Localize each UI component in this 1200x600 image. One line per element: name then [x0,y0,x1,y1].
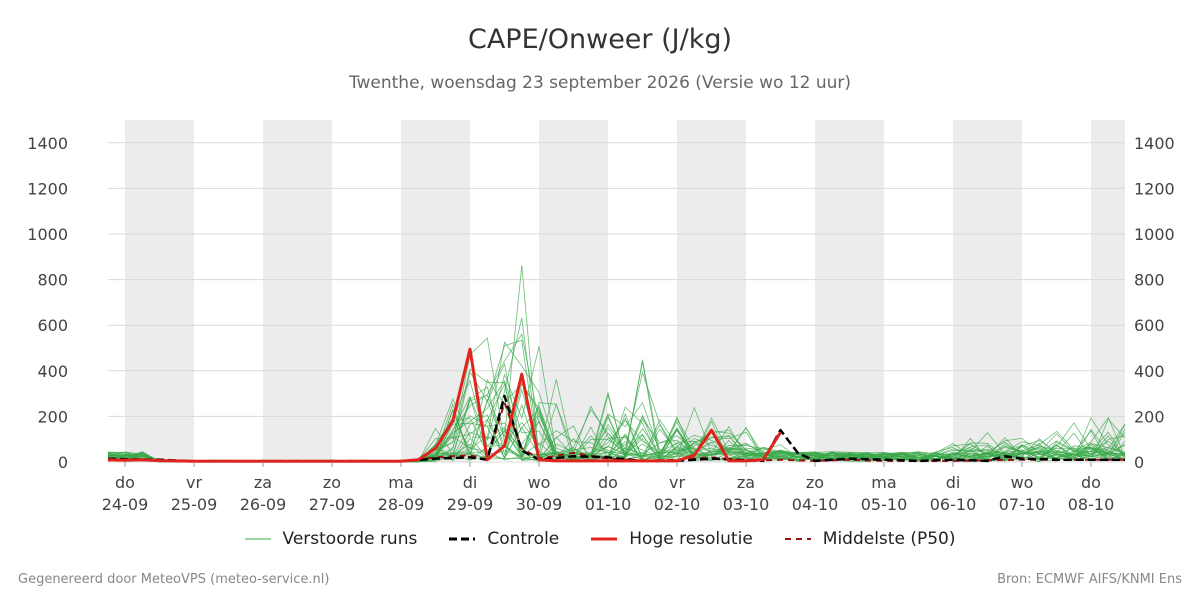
chart-title: CAPE/Onweer (J/kg) [467,24,732,55]
footer-generator: Gegenereerd door MeteoVPS (meteo-service… [18,572,330,587]
y-tick-label-right: 600 [1134,316,1165,335]
x-tick-weekday: di [463,473,478,492]
legend-label-perturbed: Verstoorde runs [282,529,418,549]
y-tick-label-right: 0 [1134,453,1144,472]
y-tick-label-right: 200 [1134,407,1165,426]
x-tick-date: 01-10 [585,495,632,514]
x-tick-weekday: za [737,473,755,492]
legend-swatch-perturbed [244,538,271,540]
x-tick-weekday: vr [186,473,202,492]
shaded-day-band [677,120,746,462]
series-line-hires [107,347,782,463]
y-tick-label-right: 1400 [1134,134,1175,153]
legend-swatch-median [784,538,811,540]
x-tick-date: 08-10 [1068,495,1115,514]
shaded-day-band [401,120,470,462]
legend: Verstoorde runs Controle Hoge resolutie … [0,529,1200,549]
legend-label-hires: Hoge resolutie [629,529,753,549]
legend-item-control: Controle [449,529,559,549]
y-tick-label-left: 1400 [27,134,68,153]
x-tick-weekday: zo [806,473,824,492]
x-tick-date: 03-10 [723,495,770,514]
x-tick-weekday: ma [388,473,413,492]
x-tick-date: 26-09 [240,495,287,514]
x-tick-weekday: zo [323,473,341,492]
weekend-shading [125,120,1125,462]
x-tick-date: 27-09 [309,495,356,514]
x-tick-weekday: za [254,473,272,492]
x-tick-date: 06-10 [930,495,977,514]
y-tick-label-right: 400 [1134,362,1165,381]
y-tick-label-left: 1200 [27,179,68,198]
x-tick-weekday: ma [871,473,896,492]
x-tick-weekday: wo [1011,473,1034,492]
legend-swatch-hires [591,537,618,541]
shaded-day-band [1091,120,1125,462]
y-tick-label-right: 1200 [1134,179,1175,198]
y-tick-label-left: 1000 [27,225,68,244]
y-tick-label-left: 200 [37,407,68,426]
legend-swatch-control [449,537,476,541]
x-tick-date: 02-10 [654,495,701,514]
y-tick-label-left: 800 [37,271,68,290]
legend-label-median: Middelste (P50) [822,529,956,549]
footer-source: Bron: ECMWF AIFS/KNMI Ens [997,572,1182,587]
x-tick-date: 24-09 [102,495,149,514]
x-tick-date: 25-09 [171,495,218,514]
y-tick-label-left: 400 [37,362,68,381]
legend-item-perturbed: Verstoorde runs [244,529,418,549]
axes: 0 0 200 200 400 400 600 600 800 800 1000 1000 1200 12… [27,134,1174,514]
shaded-day-band [125,120,194,462]
y-tick-label-left: 600 [37,316,68,335]
chart-subtitle: Twenthe, woensdag 23 september 2026 (Ver… [348,73,852,93]
y-tick-label-right: 1000 [1134,225,1175,244]
x-tick-weekday: di [946,473,961,492]
x-tick-weekday: do [115,473,135,492]
x-tick-date: 04-10 [792,495,839,514]
main-series [107,347,1125,463]
shaded-day-band [953,120,1022,462]
x-tick-date: 29-09 [447,495,494,514]
x-tick-weekday: vr [669,473,685,492]
grid [108,142,1125,463]
x-tick-date: 07-10 [999,495,1046,514]
x-tick-date: 28-09 [378,495,425,514]
legend-item-median: Middelste (P50) [784,529,956,549]
x-tick-date: 05-10 [861,495,908,514]
legend-item-hires: Hoge resolutie [591,529,753,549]
x-tick-weekday: do [1081,473,1101,492]
shaded-day-band [263,120,332,462]
x-tick-weekday: do [598,473,618,492]
y-tick-label-left: 0 [58,453,68,472]
legend-label-control: Controle [487,529,560,549]
shaded-day-band [815,120,884,462]
x-tick-weekday: wo [528,473,551,492]
x-tick-date: 30-09 [516,495,563,514]
y-tick-label-right: 800 [1134,271,1165,290]
